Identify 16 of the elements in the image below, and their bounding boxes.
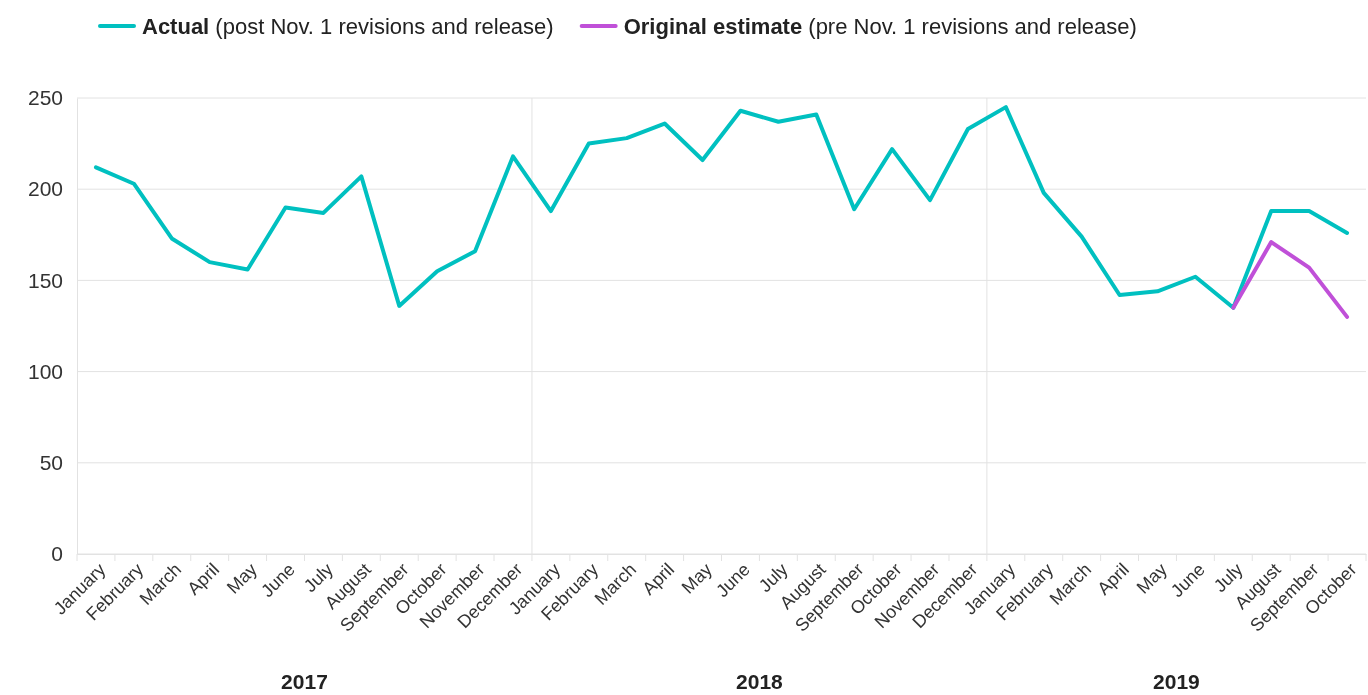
- x-tick-label: May: [1132, 559, 1171, 598]
- line-series: [93, 105, 1350, 310]
- legend-label: Actual (post Nov. 1 revisions and release): [142, 13, 554, 39]
- text: 2018: [736, 670, 784, 693]
- legend-label: Original estimate (pre Nov. 1 revisions and release): [623, 13, 1137, 39]
- y-tick-label: 150: [27, 268, 63, 292]
- y-tick-label: 100: [27, 359, 63, 383]
- x-tick-label: May: [677, 559, 716, 598]
- y-tick-label: 250: [27, 86, 63, 110]
- x-tick-label: May: [222, 559, 262, 598]
- line-series: [1231, 240, 1350, 319]
- text: 2017: [281, 670, 328, 693]
- y-tick-label: 200: [27, 177, 63, 201]
- y-tick-label: 0: [51, 542, 63, 566]
- text: 2019: [1153, 670, 1200, 693]
- y-tick-label: 50: [39, 451, 63, 475]
